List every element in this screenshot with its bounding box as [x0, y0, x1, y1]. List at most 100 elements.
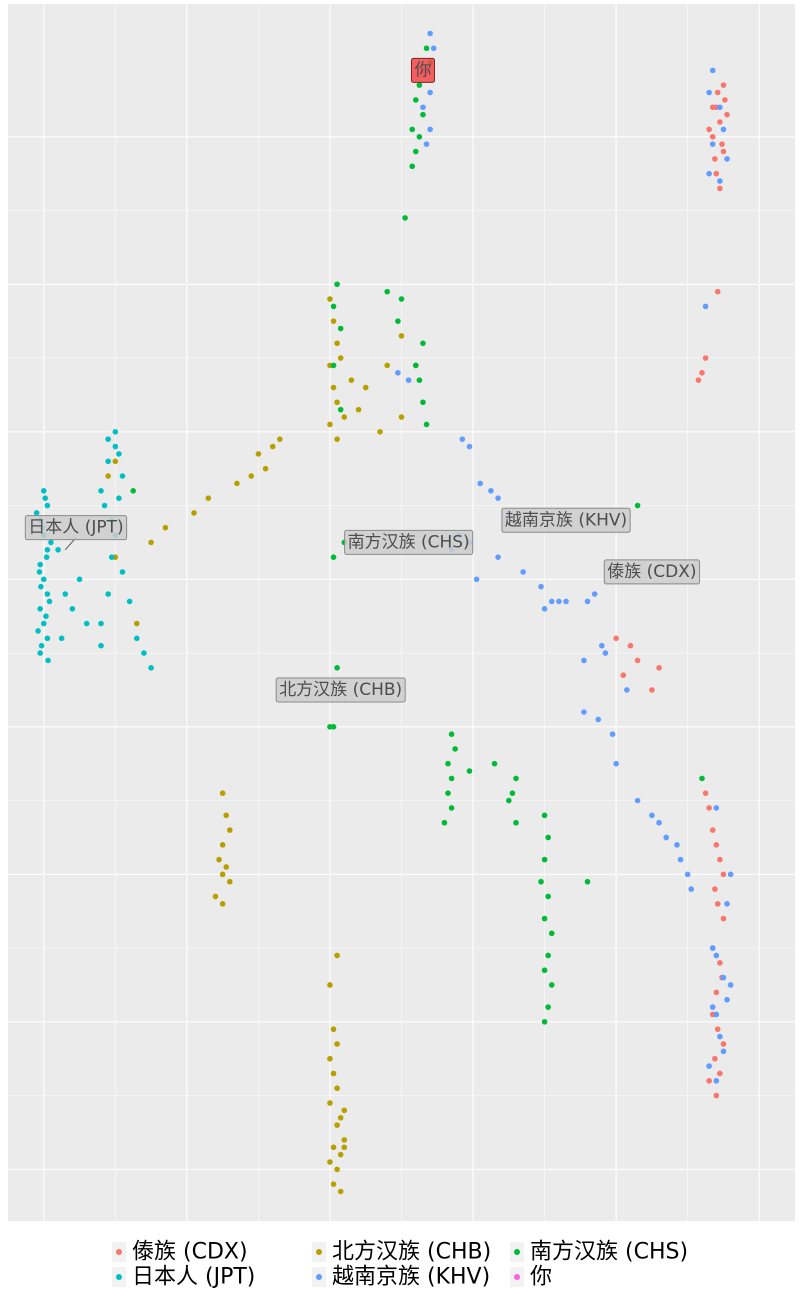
annotation-box [603, 559, 701, 585]
data-point [717, 1070, 723, 1077]
data-point [545, 834, 551, 841]
data-point [341, 1144, 348, 1151]
data-point [506, 797, 512, 804]
annotation-box [410, 57, 435, 83]
data-point [713, 989, 720, 996]
data-point [420, 111, 426, 118]
data-point [101, 502, 108, 509]
data-point [677, 856, 684, 863]
legend-swatch [514, 1274, 520, 1280]
data-point [330, 303, 337, 310]
data-point [334, 340, 340, 347]
data-point [334, 1041, 340, 1047]
data-point [713, 170, 720, 177]
data-point [327, 1159, 333, 1165]
legend-item-0: 傣族 (CDX) [112, 1240, 248, 1265]
data-point [709, 141, 716, 147]
data-point [69, 606, 76, 612]
data-point [541, 606, 548, 612]
data-point [541, 1019, 548, 1025]
data-point [713, 952, 720, 959]
data-point [337, 355, 344, 361]
data-point [548, 982, 555, 988]
data-point [541, 915, 548, 922]
data-point [720, 148, 727, 155]
data-point [341, 414, 348, 420]
annotation-box [275, 677, 406, 703]
data-point [191, 510, 197, 516]
data-point [423, 421, 430, 428]
data-point [714, 89, 721, 96]
data-point [649, 687, 655, 693]
data-point [538, 878, 544, 885]
data-point [649, 812, 655, 819]
annotation-box [501, 507, 631, 533]
data-point [327, 421, 333, 428]
data-point [416, 82, 423, 88]
data-point [459, 436, 466, 442]
data-point [327, 1100, 333, 1106]
data-point [108, 554, 115, 560]
data-point [38, 642, 45, 649]
data-point [334, 1122, 340, 1128]
data-point [402, 215, 408, 221]
data-point [141, 650, 147, 656]
data-point [83, 620, 90, 627]
data-point [495, 495, 501, 501]
data-point [591, 591, 598, 597]
data-point [105, 473, 111, 479]
data-point [398, 414, 405, 420]
data-point [706, 1078, 712, 1084]
annotation-text: 北方汉族 (CHB) [279, 680, 402, 700]
data-point [42, 495, 49, 501]
data-point [706, 1063, 712, 1069]
data-point [713, 1011, 720, 1018]
data-point [337, 325, 344, 332]
data-point [133, 635, 140, 642]
legend-label: 越南京族 (KHV) [332, 1265, 490, 1290]
data-point [105, 458, 111, 465]
data-point [126, 598, 133, 605]
data-point [362, 384, 369, 391]
data-point [513, 819, 519, 826]
annotation-5: 北方汉族 (CHB) [275, 677, 406, 703]
data-point [722, 97, 728, 103]
data-point [40, 620, 47, 627]
data-point [216, 856, 222, 863]
data-point [133, 620, 140, 627]
data-point [327, 1055, 333, 1062]
data-point [395, 369, 401, 376]
data-point [334, 436, 340, 442]
annotation-1: 日本人 (JPT) [24, 515, 128, 551]
data-point [223, 812, 230, 819]
annotation-text: 日本人 (JPT) [28, 518, 123, 538]
legend-swatch [316, 1274, 322, 1280]
data-point [226, 878, 233, 885]
data-point [37, 606, 43, 612]
data-point [714, 288, 721, 295]
data-point [595, 716, 602, 723]
annotation-4: 傣族 (CDX) [603, 559, 701, 585]
data-point [119, 473, 126, 479]
legend-label: 你 [530, 1265, 552, 1290]
data-point [337, 1188, 344, 1195]
data-point [713, 1092, 720, 1099]
data-point [602, 650, 609, 656]
data-point [688, 886, 695, 892]
data-point [348, 377, 355, 383]
data-point [495, 554, 501, 560]
data-point [727, 871, 734, 878]
data-point [706, 89, 712, 96]
data-point [36, 569, 43, 575]
data-point [541, 812, 548, 819]
legend-item-2: 南方汉族 (CHS) [510, 1240, 688, 1265]
data-point [448, 731, 455, 737]
data-point [709, 67, 716, 74]
data-point [219, 901, 226, 907]
data-point [334, 665, 340, 671]
data-point [205, 495, 212, 501]
data-point [613, 760, 619, 767]
series-1 [105, 296, 419, 1195]
data-point [445, 760, 451, 767]
legend-swatch [116, 1249, 122, 1255]
